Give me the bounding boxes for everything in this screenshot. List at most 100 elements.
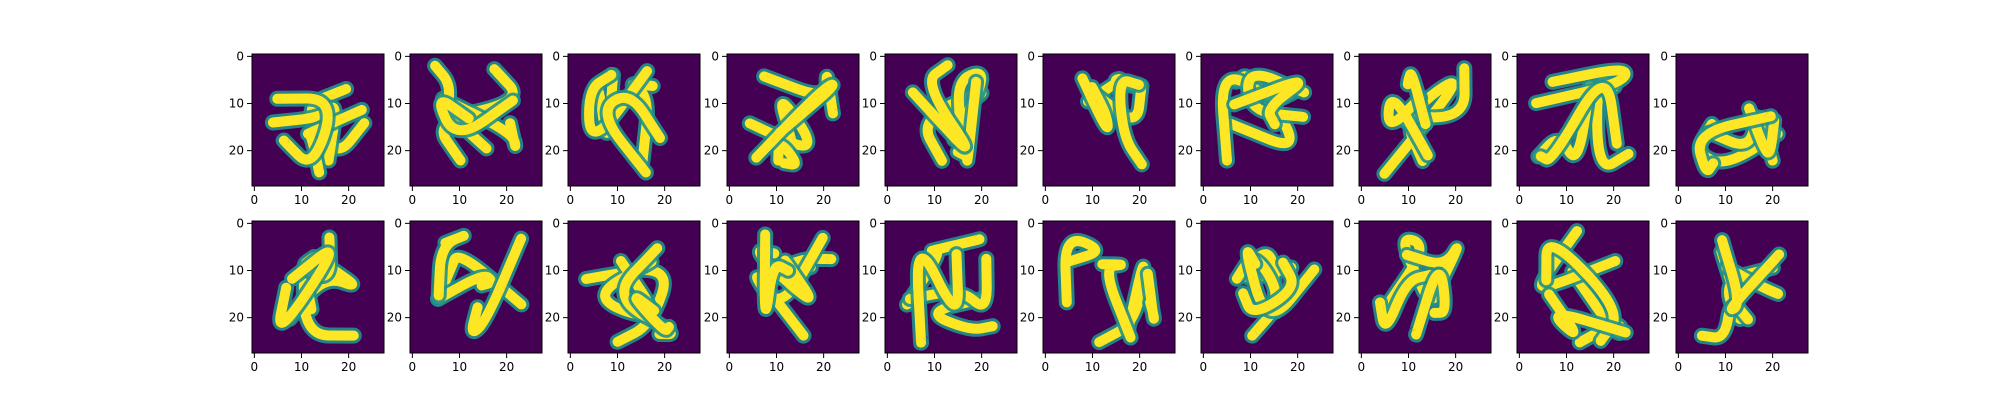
panel-r1-c6: 0 10 20 0 10 20 (1178, 216, 1334, 374)
y-tick-label: 10 (1336, 264, 1351, 278)
x-tick-label: 0 (1675, 360, 1683, 374)
panel-frame (726, 220, 860, 354)
x-tick-label: 20 (341, 360, 356, 374)
x-tick-label: 20 (974, 360, 989, 374)
character-glyph (741, 68, 841, 173)
y-tick-label: 0 (552, 49, 560, 63)
panel-r0-c0: 0 10 20 0 10 20 (229, 49, 385, 207)
y-tick-label: 0 (1185, 49, 1193, 63)
panel-frame (1675, 53, 1809, 187)
character-glyph (1372, 231, 1465, 343)
x-tick-label: 20 (1606, 360, 1621, 374)
x-tick-label: 10 (1401, 193, 1416, 207)
x-tick-label: 20 (816, 360, 831, 374)
y-tick-label: 20 (229, 311, 244, 325)
y-tick-label: 20 (704, 311, 719, 325)
panel-frame (1042, 53, 1176, 187)
y-tick-label: 20 (704, 144, 719, 158)
panel-frame (1358, 220, 1492, 354)
y-tick-label: 0 (869, 49, 877, 63)
y-tick-label: 20 (1653, 144, 1668, 158)
x-tick-label: 0 (1042, 193, 1050, 207)
character-glyph (749, 226, 840, 344)
y-tick-label: 20 (862, 311, 877, 325)
y-tick-label: 20 (862, 144, 877, 158)
panel-frame (251, 220, 385, 354)
panel-frame (1200, 220, 1334, 354)
panel-r0-c2: 0 10 20 0 10 20 (545, 49, 701, 207)
x-tick-label: 10 (1559, 360, 1574, 374)
y-tick-label: 20 (387, 311, 402, 325)
x-tick-label: 0 (1358, 360, 1366, 374)
x-tick-label: 20 (657, 193, 672, 207)
character-glyph (578, 240, 679, 350)
y-tick-label: 20 (1336, 144, 1351, 158)
x-tick-label: 10 (294, 193, 309, 207)
y-tick-label: 20 (1178, 144, 1193, 158)
y-tick-label: 10 (862, 97, 877, 111)
y-tick-label: 20 (387, 144, 402, 158)
y-tick-label: 10 (545, 97, 560, 111)
x-tick-label: 20 (1290, 193, 1305, 207)
panel-r0-c6: 0 10 20 0 10 20 (1178, 49, 1334, 207)
x-tick-label: 20 (1448, 193, 1463, 207)
character-glyph (899, 231, 1001, 351)
panel-frame (409, 53, 543, 187)
x-tick-label: 0 (567, 360, 575, 374)
panel-frame (1516, 53, 1650, 187)
y-tick-label: 20 (1653, 311, 1668, 325)
panel-frame (1675, 220, 1809, 354)
panel-r1-c8: 0 10 20 0 10 20 (1494, 216, 1650, 374)
x-tick-label: 20 (499, 193, 514, 207)
x-tick-label: 0 (1358, 193, 1366, 207)
x-tick-label: 20 (1448, 360, 1463, 374)
panel-frame (1358, 53, 1492, 187)
x-tick-label: 10 (1243, 360, 1258, 374)
x-tick-label: 10 (769, 193, 784, 207)
y-tick-label: 10 (387, 97, 402, 111)
y-tick-label: 20 (1336, 311, 1351, 325)
y-tick-label: 10 (1336, 97, 1351, 111)
character-glyph (1693, 232, 1788, 346)
x-tick-label: 20 (1290, 360, 1305, 374)
y-tick-label: 20 (1494, 144, 1509, 158)
y-tick-label: 20 (1020, 311, 1035, 325)
character-glyph (1074, 70, 1150, 173)
y-tick-label: 10 (1178, 264, 1193, 278)
y-tick-label: 0 (1027, 49, 1035, 63)
x-tick-label: 0 (1675, 193, 1683, 207)
panel-frame (884, 220, 1018, 354)
x-tick-label: 0 (726, 360, 734, 374)
x-tick-label: 20 (1132, 360, 1147, 374)
character-glyph (1528, 62, 1637, 173)
x-tick-label: 0 (409, 360, 417, 374)
y-tick-label: 10 (1494, 97, 1509, 111)
x-tick-label: 10 (1085, 360, 1100, 374)
character-glyph (1057, 233, 1162, 351)
y-tick-label: 0 (869, 216, 877, 230)
x-tick-label: 10 (452, 193, 467, 207)
x-tick-label: 10 (610, 360, 625, 374)
y-tick-label: 10 (229, 97, 244, 111)
x-tick-label: 20 (1132, 193, 1147, 207)
y-tick-label: 10 (1020, 97, 1035, 111)
y-tick-label: 0 (552, 216, 560, 230)
panel-frame (251, 53, 385, 187)
y-tick-label: 0 (1343, 49, 1351, 63)
panel-frame (884, 53, 1018, 187)
x-tick-label: 20 (1606, 193, 1621, 207)
character-glyph (904, 57, 990, 169)
panel-r0-c1: 0 10 20 0 10 20 (387, 49, 543, 207)
character-glyph (1214, 67, 1313, 169)
y-tick-label: 0 (1660, 216, 1668, 230)
y-tick-label: 10 (862, 264, 877, 278)
x-tick-label: 0 (1516, 193, 1524, 207)
y-tick-label: 0 (711, 216, 719, 230)
panel-r0-c8: 0 10 20 0 10 20 (1494, 49, 1650, 207)
panel-r1-c3: 0 10 20 0 10 20 (704, 216, 860, 374)
y-tick-label: 0 (236, 216, 244, 230)
character-glyph (427, 57, 524, 169)
character-glyph (272, 229, 362, 344)
panel-r0-c9: 0 10 20 0 10 20 (1653, 49, 1809, 207)
y-tick-label: 0 (1343, 216, 1351, 230)
